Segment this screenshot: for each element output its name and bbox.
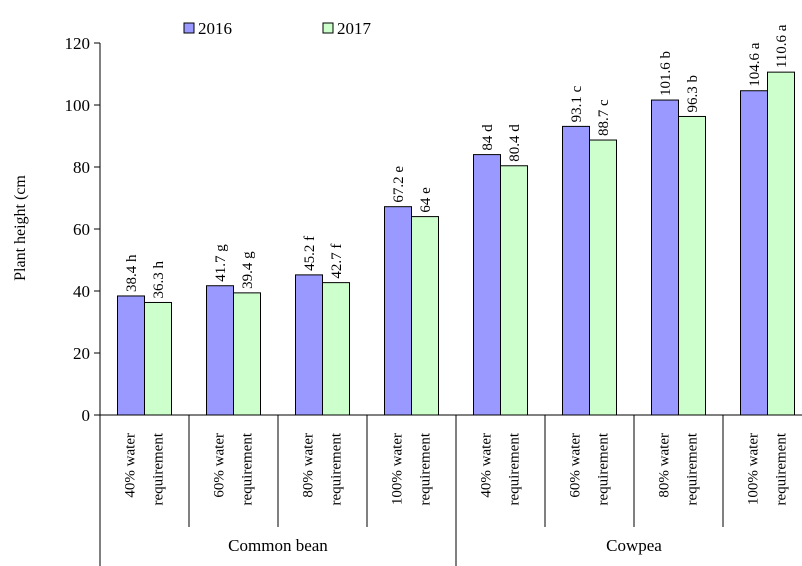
- x-tick-label: 40% water: [479, 433, 495, 498]
- y-axis-label: Plant height (cm: [12, 175, 29, 281]
- value-label-2017-6: 88.7 c: [596, 99, 612, 136]
- x-tick-label: 100% water: [746, 433, 762, 505]
- y-tick-label: 40: [73, 282, 90, 301]
- bar-2017-1: [144, 301, 172, 416]
- bar-2016-8: [740, 90, 768, 416]
- value-label-2017-1: 36.3 h: [151, 260, 167, 298]
- value-label-2016-7: 101.6 b: [658, 51, 674, 96]
- value-label-2016-5: 84 d: [480, 124, 496, 151]
- y-tick-label: 20: [73, 344, 90, 363]
- x-tick-label: 80% water: [301, 433, 317, 498]
- value-label-2016-1: 38.4 h: [124, 254, 140, 292]
- y-tick-label: 80: [73, 158, 90, 177]
- y-tick-label: 60: [73, 220, 90, 239]
- value-label-2017-4: 64 e: [418, 187, 434, 213]
- x-tick-label: requirement: [774, 432, 790, 505]
- x-tick-label: 40% water: [123, 433, 139, 498]
- y-tick-label: 120: [65, 34, 91, 53]
- x-tick-label: 80% water: [657, 433, 673, 498]
- y-axis: 0 20 40 60 80 100 120: [65, 34, 101, 425]
- group-label-1: Common bean: [228, 536, 328, 555]
- value-label-2016-8: 104.6 a: [747, 42, 763, 87]
- x-tick-label: requirement: [329, 432, 345, 505]
- x-tick-label: requirement: [596, 432, 612, 505]
- value-label-2017-8: 110.6 a: [774, 24, 790, 68]
- bar-2016-6: [562, 125, 590, 416]
- x-axis: 40% water requirement 60% water requirement…: [99, 414, 802, 566]
- bar-2016-7: [651, 99, 679, 416]
- legend: 2016 2017: [183, 19, 372, 38]
- value-label-2016-3: 45.2 f: [302, 236, 318, 271]
- legend-swatch-2016: [183, 22, 195, 34]
- bar-2017-2: [233, 292, 261, 416]
- x-tick-label: requirement: [151, 432, 167, 505]
- value-label-2017-2: 39.4 g: [240, 251, 256, 289]
- legend-label-2017: 2017: [337, 19, 372, 38]
- bar-2016-5: [473, 154, 501, 416]
- x-tick-label: 60% water: [212, 433, 228, 498]
- bar-2016-4: [384, 206, 412, 416]
- value-label-2016-2: 41.7 g: [213, 244, 229, 282]
- group-label-2: Cowpea: [606, 536, 662, 555]
- bar-2016-2: [206, 285, 234, 416]
- bar-2016-3: [295, 274, 323, 416]
- bar-2017-8: [767, 71, 795, 416]
- value-label-2017-7: 96.3 b: [685, 75, 701, 113]
- value-label-2017-5: 80.4 d: [507, 124, 523, 162]
- value-label-2017-3: 42.7 f: [329, 244, 345, 279]
- bar-2017-4: [411, 216, 439, 416]
- x-tick-label: 60% water: [568, 433, 584, 498]
- legend-swatch-2017: [322, 22, 334, 34]
- bar-2017-7: [678, 115, 706, 416]
- x-tick-label: requirement: [418, 432, 434, 505]
- bars: [117, 71, 795, 416]
- value-label-2016-6: 93.1 c: [569, 85, 585, 122]
- y-tick-label: 100: [65, 96, 91, 115]
- x-tick-label: requirement: [507, 432, 523, 505]
- bar-2016-1: [117, 295, 145, 416]
- legend-label-2016: 2016: [198, 19, 232, 38]
- value-label-2016-4: 67.2 e: [391, 166, 407, 203]
- bar-2017-5: [500, 165, 528, 416]
- bar-2017-3: [322, 282, 350, 416]
- x-tick-label: 100% water: [390, 433, 406, 505]
- x-tick-label: requirement: [685, 432, 701, 505]
- value-labels: 38.4 h 36.3 h 41.7 g 39.4 g 45.2 f 42.7 f 67.2…: [124, 24, 790, 298]
- bar-2017-6: [589, 139, 617, 416]
- y-tick-label: 0: [82, 406, 91, 425]
- x-tick-label: requirement: [240, 432, 256, 505]
